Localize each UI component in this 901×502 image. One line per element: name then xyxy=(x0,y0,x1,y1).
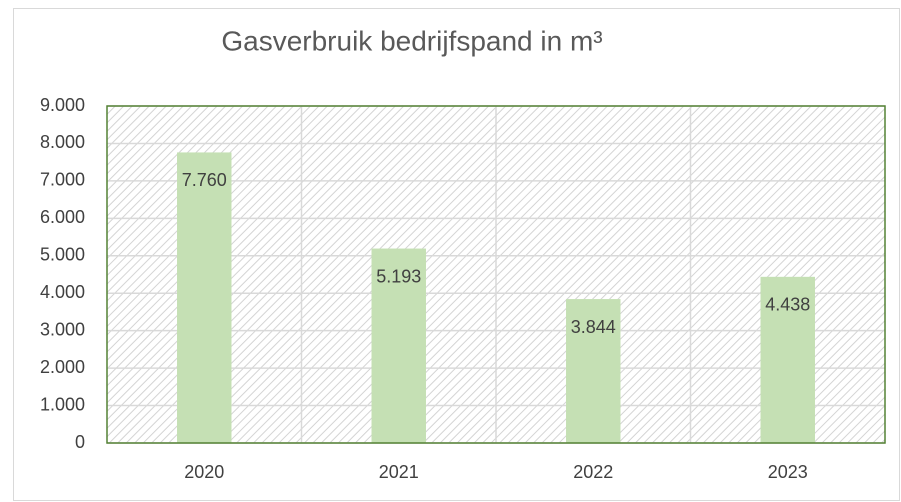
x-tick-label: 2022 xyxy=(573,462,613,482)
x-tick-label: 2021 xyxy=(379,462,419,482)
data-label: 4.438 xyxy=(765,295,810,315)
plot-border xyxy=(106,105,886,444)
x-tick-label: 2020 xyxy=(184,462,224,482)
y-tick-label: 9.000 xyxy=(40,95,85,115)
chart-title: Gasverbruik bedrijfspand in m³ xyxy=(221,25,602,56)
y-tick-label: 1.000 xyxy=(40,394,85,414)
x-tick-label: 2023 xyxy=(768,462,808,482)
y-tick-label: 7.000 xyxy=(40,170,85,190)
bar xyxy=(566,299,621,443)
y-tick-label: 5.000 xyxy=(40,245,85,265)
y-tick-label: 0 xyxy=(75,432,85,452)
data-label: 5.193 xyxy=(376,266,421,286)
data-label: 3.844 xyxy=(571,317,616,337)
y-tick-label: 4.000 xyxy=(40,282,85,302)
bar xyxy=(760,276,815,443)
y-tick-label: 2.000 xyxy=(40,357,85,377)
data-label: 7.760 xyxy=(182,170,227,190)
bar xyxy=(371,248,426,443)
y-tick-label: 8.000 xyxy=(40,132,85,152)
bar xyxy=(177,152,232,444)
y-tick-label: 3.000 xyxy=(40,319,85,339)
y-tick-label: 6.000 xyxy=(40,207,85,227)
